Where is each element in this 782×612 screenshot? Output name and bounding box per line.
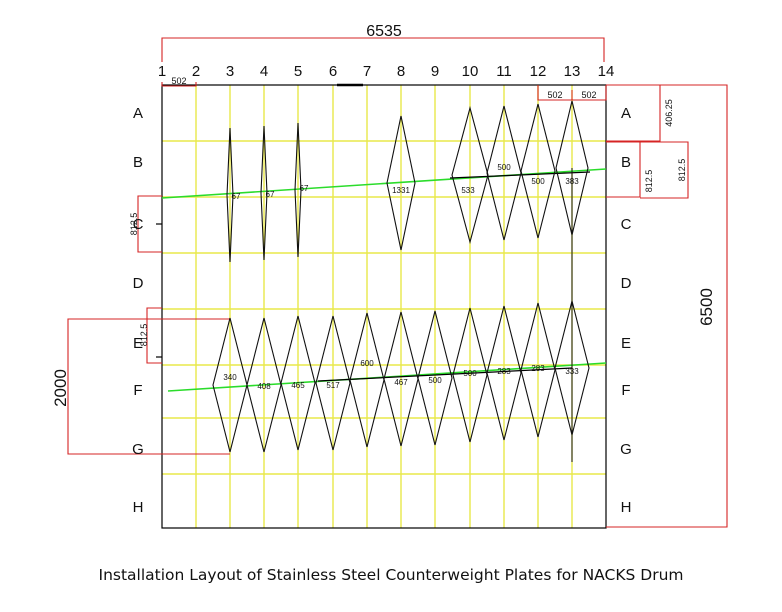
- dim-812-left-upper: [137, 195, 162, 253]
- upper-plate-label: 67: [266, 190, 275, 199]
- row-label-right: F: [621, 382, 630, 399]
- upper-weld-line: [161, 168, 607, 199]
- lower-plate-label: 467: [394, 378, 408, 387]
- dim-label-right-a: 406.25: [664, 99, 674, 127]
- column-label: 5: [294, 63, 302, 80]
- lower-plate-label: 600: [360, 359, 374, 368]
- upper-plate-label: 500: [497, 163, 511, 172]
- plate-lower-6: [315, 315, 351, 451]
- column-label: 2: [192, 63, 200, 80]
- column-label: 9: [431, 63, 439, 80]
- dim-label-e: 812.5: [139, 324, 149, 347]
- lower-plate-label: 517: [326, 381, 340, 390]
- upper-plate-label: 500: [531, 177, 545, 186]
- dim-812-right-upper: [606, 84, 661, 142]
- plate-upper-4: [260, 125, 268, 261]
- plate-lower-10: [452, 307, 488, 443]
- row-label-right: G: [620, 441, 632, 458]
- row-label-right: H: [621, 499, 632, 516]
- left-span-dim: [67, 318, 230, 455]
- row-label-left: B: [133, 154, 143, 171]
- dim-812-left-lower: [146, 307, 162, 364]
- plate-upper-5: [294, 122, 302, 258]
- lower-plate-label: 333: [565, 367, 579, 376]
- lower-plate-label: 500: [428, 376, 442, 385]
- plate-upper-10: [451, 105, 489, 245]
- upper-plate-label: 383: [565, 177, 579, 186]
- dim-812-right-lower: [640, 141, 689, 199]
- overall-height-dim: [606, 84, 728, 528]
- row-label-left: E: [133, 335, 143, 352]
- row-label-left: G: [132, 441, 144, 458]
- lower-plate-label: 283: [531, 364, 545, 373]
- plate-lower-11: [486, 305, 522, 441]
- row-label-left: C: [133, 216, 144, 233]
- lower-baseline: [317, 367, 573, 382]
- top-right-label-2: 502: [581, 90, 596, 100]
- row-label-left: H: [133, 499, 144, 516]
- column-label: 10: [462, 63, 479, 80]
- dim-label-c: 812.5: [129, 213, 139, 236]
- dimension-lines: [67, 37, 728, 528]
- plate-lower-4: [246, 317, 282, 453]
- column-label: 13: [564, 63, 581, 80]
- row-label-right: B: [621, 154, 631, 171]
- plate-upper-12: [520, 103, 556, 239]
- column-label: 8: [397, 63, 405, 80]
- plate-lower-13: [554, 300, 590, 436]
- lower-plate-label: 283: [497, 367, 511, 376]
- plate-lower-9: [417, 310, 453, 446]
- plate-lower-12: [520, 302, 556, 438]
- left-span-label: 2000: [51, 369, 70, 407]
- column-label: 11: [496, 63, 512, 80]
- dim-label-right-b: 812.5: [677, 159, 687, 182]
- column-label: 7: [363, 63, 371, 80]
- row-label-right: D: [621, 275, 632, 292]
- diagram-caption: Installation Layout of Stainless Steel C…: [98, 566, 684, 584]
- counterweight-plates: [212, 100, 590, 462]
- plate-lower-5: [280, 315, 316, 451]
- top-right-label-1: 502: [547, 90, 562, 100]
- column-label: 6: [329, 63, 337, 80]
- column-label: 12: [530, 63, 547, 80]
- overall-height-label: 6500: [697, 288, 716, 326]
- lower-plate-label: 500: [463, 369, 477, 378]
- column-label: 14: [598, 63, 615, 80]
- upper-plate-label: 1331: [392, 186, 410, 195]
- row-label-right: C: [621, 216, 632, 233]
- row-label-left: A: [133, 105, 143, 122]
- column-label: 1: [158, 63, 166, 80]
- upper-plate-label: 67: [300, 184, 309, 193]
- plate-lower-8: [383, 311, 419, 447]
- row-label-left: F: [133, 382, 142, 399]
- top-segment-label: 502: [171, 76, 186, 86]
- row-label-right: E: [621, 335, 631, 352]
- overall-width-label: 6535: [366, 23, 402, 40]
- dim-label-right-406: 812.5: [644, 170, 654, 193]
- plate-lower-3: [212, 317, 248, 453]
- column-label: 3: [226, 63, 234, 80]
- grid-lines: [161, 84, 607, 529]
- upper-plate-label: 533: [461, 186, 475, 195]
- plate-upper-8: [386, 115, 416, 251]
- top-segment-dim: [161, 82, 197, 87]
- plate-upper-3: [226, 127, 234, 263]
- upper-plate-label: 67: [232, 192, 241, 201]
- column-label: 4: [260, 63, 268, 80]
- weld-lines: [161, 168, 607, 392]
- lower-plate-label: 340: [223, 373, 237, 382]
- grid-frame: [161, 84, 607, 529]
- row-label-left: D: [133, 275, 144, 292]
- lower-plate-label: 465: [291, 381, 305, 390]
- dim-406-right: [606, 141, 641, 198]
- lower-plate-label: 408: [257, 382, 271, 391]
- overall-width-dim: [161, 37, 605, 62]
- plate-lower-7: [349, 312, 385, 448]
- plate-upper-11: [486, 105, 522, 241]
- row-label-right: A: [621, 105, 631, 122]
